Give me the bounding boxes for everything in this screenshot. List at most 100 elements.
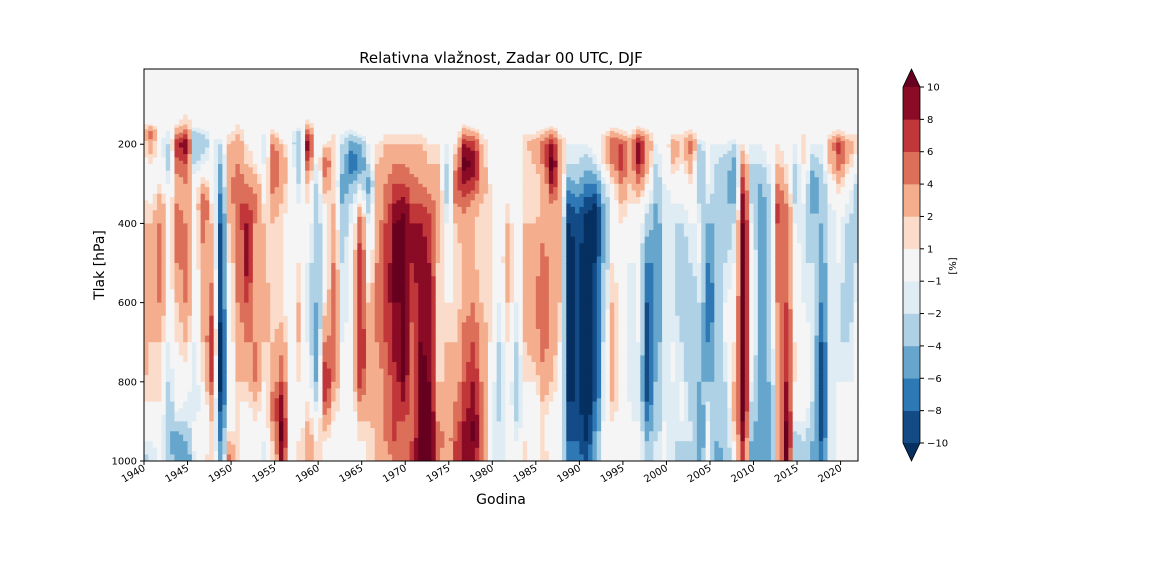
contour-cell <box>170 124 176 127</box>
contour-cell <box>309 385 315 390</box>
contour-cell <box>209 114 215 117</box>
contour-cell <box>248 404 254 409</box>
contour-cell <box>209 381 215 386</box>
contour-cell <box>244 348 250 357</box>
contour-cell <box>257 302 263 310</box>
contour-cell <box>265 106 271 116</box>
contour-cell <box>178 282 184 291</box>
contour-cell <box>191 177 197 182</box>
contour-cell <box>144 408 149 413</box>
contour-cell <box>235 99 241 108</box>
contour-cell <box>196 434 202 439</box>
contour-cell <box>231 348 237 357</box>
contour-cell <box>257 269 263 277</box>
contour-cell <box>352 134 358 137</box>
contour-cell <box>305 119 311 122</box>
contour-cell <box>235 121 241 124</box>
contour-cell <box>326 395 332 399</box>
contour-cell <box>191 180 197 185</box>
contour-cell <box>200 355 206 363</box>
contour-cell <box>313 177 319 182</box>
contour-cell <box>252 193 258 198</box>
contour-cell <box>239 236 245 244</box>
contour-cell <box>331 408 337 413</box>
contour-cell <box>170 139 176 142</box>
contour-cell <box>231 180 237 185</box>
contour-cell <box>326 256 332 264</box>
contour-cell <box>152 190 158 195</box>
contour-cell <box>235 69 241 78</box>
contour-cell <box>235 173 241 178</box>
contour-cell <box>178 434 184 439</box>
contour-cell <box>274 368 280 376</box>
contour-cell <box>300 216 306 221</box>
contour-cell <box>296 388 302 393</box>
contour-cell <box>305 203 311 208</box>
contour-cell <box>348 381 354 386</box>
contour-cell <box>283 124 289 127</box>
contour-cell <box>296 395 302 399</box>
contour-cell <box>357 150 363 155</box>
contour-cell <box>326 236 332 244</box>
contour-cell <box>148 322 154 330</box>
contour-cell <box>204 126 210 129</box>
contour-cell <box>344 421 350 426</box>
contour-cell <box>165 200 171 205</box>
contour-cell <box>265 193 271 198</box>
contour-cell <box>226 124 232 127</box>
contour-cell <box>148 441 154 446</box>
contour-cell <box>248 315 254 324</box>
contour-cell <box>218 154 223 159</box>
contour-cell <box>322 368 328 376</box>
contour-cell <box>348 134 354 137</box>
contour-cell <box>213 121 219 124</box>
contour-cell <box>287 428 293 432</box>
contour-cell <box>357 213 363 218</box>
contour-cell <box>322 256 328 264</box>
contour-cell <box>213 122 219 126</box>
contour-cell <box>165 121 171 124</box>
contour-cell <box>161 388 167 393</box>
contour-cell <box>191 431 197 436</box>
contour-cell <box>339 164 345 168</box>
contour-cell <box>287 236 293 244</box>
contour-cell <box>300 131 306 134</box>
contour-cell <box>348 348 354 357</box>
contour-cell <box>344 322 350 330</box>
contour-cell <box>300 126 306 129</box>
contour-cell <box>222 256 228 264</box>
contour-cell <box>335 140 341 144</box>
contour-cell <box>148 289 154 297</box>
contour-cell <box>309 223 315 231</box>
contour-cell <box>213 84 219 93</box>
contour-cell <box>357 335 363 343</box>
contour-cell <box>318 122 324 126</box>
contour-cell <box>209 454 215 459</box>
contour-cell <box>283 69 289 78</box>
contour-cell <box>257 127 263 130</box>
contour-cell <box>252 131 258 134</box>
contour-cell <box>361 69 367 78</box>
contour-cell <box>313 134 319 137</box>
contour-cell <box>239 302 245 310</box>
contour-cell <box>257 263 263 271</box>
contour-cell <box>331 421 337 426</box>
contour-cell <box>305 69 311 78</box>
contour-cell <box>183 315 189 324</box>
contour-cell <box>187 342 193 350</box>
contour-cell <box>313 335 319 343</box>
contour-cell <box>222 444 228 449</box>
contour-cell <box>300 451 306 455</box>
contour-cell <box>274 263 280 271</box>
contour-cell <box>331 84 337 93</box>
contour-cell <box>174 434 180 439</box>
contour-cell <box>191 309 197 317</box>
contour-cell <box>257 454 263 459</box>
contour-cell <box>326 203 332 208</box>
contour-cell <box>331 173 337 178</box>
contour-cell <box>344 269 350 277</box>
contour-cell <box>352 302 358 310</box>
contour-cell <box>231 139 237 142</box>
contour-cell <box>187 154 193 159</box>
contour-cell <box>331 167 337 172</box>
